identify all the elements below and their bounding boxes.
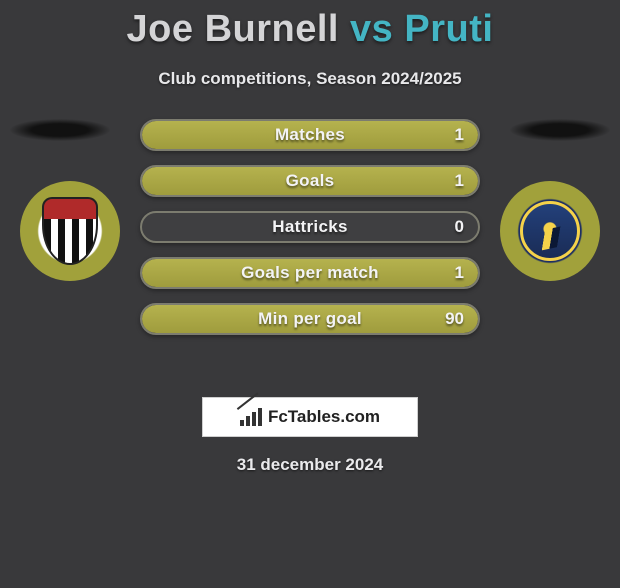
stat-row: Goals1: [140, 165, 480, 197]
stat-value: 1: [455, 167, 464, 195]
player-left-shadow: [10, 119, 110, 141]
comparison-stage: Matches1Goals1Hattricks0Goals per match1…: [0, 119, 620, 379]
title-player-left: Joe Burnell: [127, 8, 339, 50]
fctables-logo-icon: [240, 408, 262, 426]
page-title: Joe Burnell vs Pruti: [0, 8, 620, 51]
date-text: 31 december 2024: [0, 455, 620, 475]
bath-city-crest-icon: [42, 197, 98, 265]
club-badge-left: [20, 181, 120, 281]
stat-row: Goals per match1: [140, 257, 480, 289]
stat-label: Matches: [142, 121, 478, 149]
subtitle: Club competitions, Season 2024/2025: [0, 69, 620, 89]
stat-label: Goals: [142, 167, 478, 195]
farnborough-crest-icon: [520, 201, 580, 261]
stat-label: Goals per match: [142, 259, 478, 287]
stat-value: 0: [455, 213, 464, 241]
stat-rows: Matches1Goals1Hattricks0Goals per match1…: [140, 119, 480, 335]
club-badge-right: [500, 181, 600, 281]
stat-value: 1: [455, 259, 464, 287]
stat-row: Hattricks0: [140, 211, 480, 243]
player-right-shadow: [510, 119, 610, 141]
stat-label: Min per goal: [142, 305, 478, 333]
stat-value: 90: [445, 305, 464, 333]
brand-box[interactable]: FcTables.com: [202, 397, 418, 437]
stat-row: Min per goal90: [140, 303, 480, 335]
stat-value: 1: [455, 121, 464, 149]
stat-row: Matches1: [140, 119, 480, 151]
brand-text: FcTables.com: [268, 407, 380, 427]
title-vs: vs: [350, 8, 393, 50]
title-player-right: Pruti: [404, 8, 493, 50]
stat-label: Hattricks: [142, 213, 478, 241]
